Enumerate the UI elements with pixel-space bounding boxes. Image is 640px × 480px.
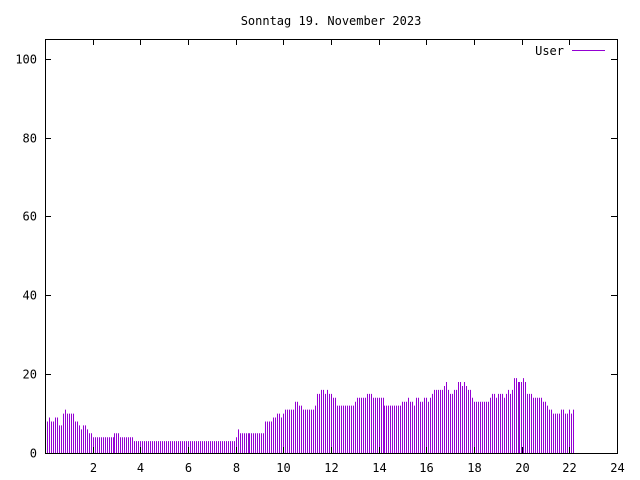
x-tick-label: 24	[610, 461, 624, 475]
x-tick-label: 8	[233, 461, 240, 475]
x-tick-label: 10	[276, 461, 290, 475]
x-tick-label: 20	[515, 461, 529, 475]
x-tick-label: 6	[185, 461, 192, 475]
user-series-bars	[45, 378, 574, 453]
plot-frame	[45, 39, 618, 454]
x-tick-label: 18	[467, 461, 481, 475]
x-tick-label: 22	[562, 461, 576, 475]
x-tick-label: 14	[372, 461, 386, 475]
y-tick-label: 100	[15, 53, 37, 67]
legend: User	[535, 44, 605, 58]
x-tick-label: 12	[324, 461, 338, 475]
y-tick-label: 80	[23, 132, 37, 146]
chart-title: Sonntag 19. November 2023	[241, 14, 422, 28]
y-tick-label: 0	[30, 447, 37, 461]
x-tick-label: 2	[90, 461, 97, 475]
x-tick-label: 4	[137, 461, 144, 475]
y-tick-label: 40	[23, 289, 37, 303]
x-tick-label: 16	[419, 461, 433, 475]
y-tick-label: 60	[23, 210, 37, 224]
legend-label-user: User	[535, 44, 564, 58]
y-tick-label: 20	[23, 368, 37, 382]
